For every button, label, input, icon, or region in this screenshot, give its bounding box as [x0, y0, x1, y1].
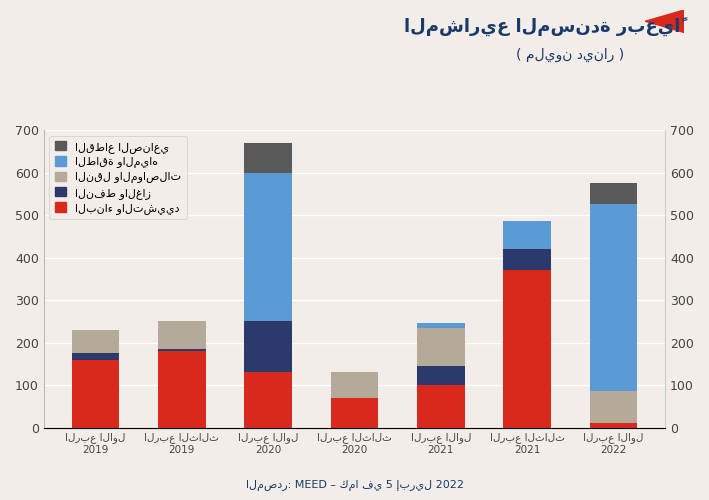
Bar [503, 249, 551, 270]
Legend: القطاع الصناعي, الطاقة والمياه, النقل والمواصلات, النفط والغاز, البناء والتشييد: القطاع الصناعي, الطاقة والمياه, النقل وا… [50, 136, 186, 220]
Bar [590, 392, 637, 424]
Bar [331, 398, 378, 428]
Bar [245, 322, 292, 372]
Bar [245, 372, 292, 428]
Polygon shape [645, 10, 684, 32]
Bar [503, 270, 551, 428]
Bar [245, 143, 292, 172]
Bar [590, 183, 637, 204]
Bar [72, 330, 119, 353]
Text: ( مليون دينار ): ( مليون دينار ) [515, 48, 624, 62]
Bar [158, 351, 206, 428]
Bar [417, 324, 464, 328]
Bar [417, 385, 464, 428]
Bar [503, 222, 551, 249]
Bar [72, 360, 119, 428]
Bar [590, 424, 637, 428]
Bar [331, 372, 378, 398]
Bar [245, 172, 292, 322]
Bar [158, 349, 206, 351]
Bar [417, 366, 464, 385]
Text: المشاريع المسندة ربعياً: المشاريع المسندة ربعياً [404, 18, 681, 36]
Bar [72, 353, 119, 360]
Bar [590, 204, 637, 392]
Bar [158, 322, 206, 349]
Bar [417, 328, 464, 366]
Text: المصدر: MEED – كما في 5 إبريل 2022: المصدر: MEED – كما في 5 إبريل 2022 [245, 480, 464, 491]
